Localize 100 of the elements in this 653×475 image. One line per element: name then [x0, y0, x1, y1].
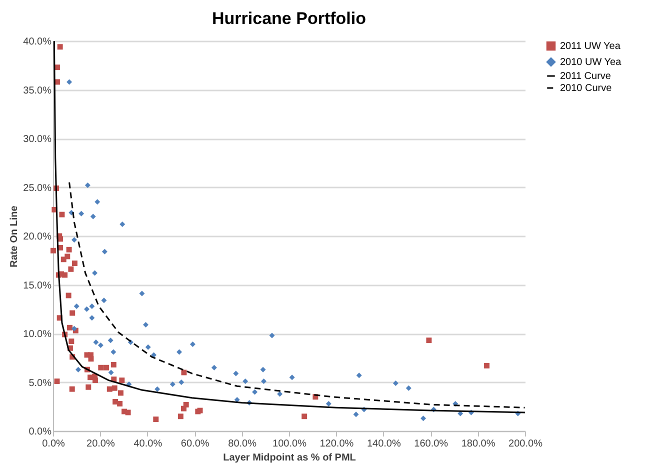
legend-label: 2011 UW Yea [560, 41, 621, 52]
point [420, 416, 426, 422]
legend-label: 2011 Curve [560, 71, 612, 82]
point [84, 306, 90, 312]
point [117, 400, 123, 406]
point [356, 372, 362, 378]
point [484, 362, 490, 368]
point [70, 310, 76, 316]
x-tick-label: 120.0% [320, 438, 354, 450]
y-tick-label: 30.0% [23, 134, 52, 145]
point [54, 64, 60, 70]
y-tick-label: 40.0% [23, 36, 52, 48]
y-tick-label: 0.0% [28, 426, 52, 438]
point [98, 342, 104, 348]
point [84, 182, 90, 188]
point [72, 237, 77, 243]
point [289, 374, 295, 380]
point [143, 322, 148, 328]
point [68, 338, 74, 344]
point [120, 222, 126, 228]
point [154, 386, 160, 392]
point [108, 370, 114, 376]
point [145, 344, 151, 350]
point [277, 391, 283, 397]
point [326, 400, 332, 406]
point [108, 338, 114, 344]
point [93, 340, 99, 346]
y-tick-label: 20.0% [23, 232, 52, 242]
point [67, 324, 72, 330]
point [88, 356, 94, 362]
point [261, 378, 266, 384]
point [76, 366, 81, 372]
y-tick-label: 5.0% [28, 378, 52, 389]
x-tick-label: 60.0% [180, 438, 210, 450]
y-tick-label: 10.0% [23, 329, 52, 340]
point [406, 385, 412, 391]
point [59, 212, 65, 218]
point [89, 303, 95, 309]
point [86, 384, 92, 390]
x-tick-label: 20.0% [86, 438, 115, 450]
point [153, 416, 159, 422]
point [74, 303, 80, 309]
x-tick-label: 80.0% [228, 438, 257, 450]
point [151, 352, 157, 358]
point [110, 349, 116, 355]
point [68, 266, 74, 272]
point [62, 272, 68, 278]
point [170, 381, 176, 387]
x-tick-label: 160.0% [414, 438, 448, 450]
point [54, 378, 60, 384]
point [57, 44, 63, 50]
x-tick-label: 0.0% [42, 438, 66, 450]
point [94, 199, 100, 205]
point [106, 386, 112, 392]
point [92, 270, 98, 276]
x-axis-title: Layer Midpoint as % of PML [223, 452, 356, 464]
point [102, 248, 108, 254]
point [69, 386, 75, 392]
point [66, 79, 72, 85]
point [90, 214, 96, 220]
point [104, 364, 110, 370]
point [260, 366, 266, 372]
chart-title: Hurricane Portfolio [212, 9, 366, 28]
line-series [53, 40, 526, 414]
point [242, 378, 248, 384]
y-tick-label: 25.0% [23, 182, 52, 194]
line-series [68, 182, 526, 408]
point [50, 248, 56, 254]
point [178, 414, 184, 420]
point [125, 410, 131, 416]
legend-label: 2010 UW Yea [560, 57, 622, 68]
point [89, 315, 95, 321]
x-tick-label: 180.0% [461, 438, 496, 450]
x-tick-label: 40.0% [134, 438, 162, 450]
x-tick-label: 140.0% [366, 438, 401, 450]
point [98, 364, 104, 370]
point [66, 246, 72, 252]
x-tick-label: 100.0% [272, 438, 307, 450]
point [119, 378, 125, 384]
point [181, 370, 187, 376]
point [211, 364, 217, 370]
point [110, 362, 116, 368]
y-tick-label: 15.0% [23, 280, 52, 292]
point [176, 349, 182, 355]
point [72, 260, 78, 266]
point [353, 412, 359, 418]
point [101, 298, 107, 304]
point [190, 341, 196, 347]
point [78, 210, 84, 216]
point [139, 290, 145, 296]
point [118, 390, 124, 396]
point [92, 378, 98, 384]
point [181, 406, 186, 412]
point [269, 332, 275, 338]
point [252, 389, 258, 395]
legend-label: 2010 Curve [560, 83, 612, 94]
point [233, 370, 239, 376]
point [112, 385, 118, 391]
y-axis-title: Rate On Line [9, 205, 20, 268]
point [60, 256, 66, 262]
